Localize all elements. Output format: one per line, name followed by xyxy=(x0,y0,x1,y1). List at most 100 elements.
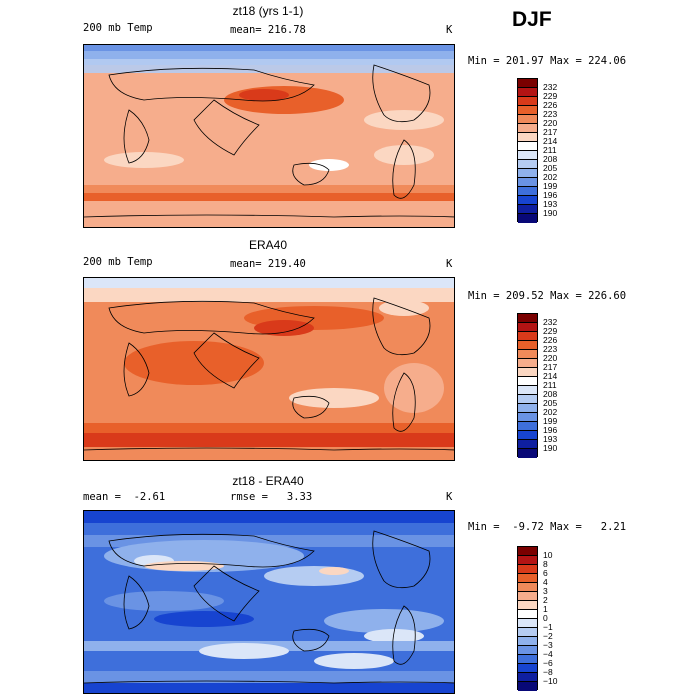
colorbar-swatch xyxy=(518,115,537,124)
colorbar-swatch xyxy=(518,205,537,214)
colorbar-swatch xyxy=(518,673,537,682)
colorbar-swatch xyxy=(518,646,537,655)
colorbar-tick-label: −8 xyxy=(543,667,553,677)
colorbar-tick-label: 2 xyxy=(543,595,548,605)
colorbar-tick-label: 4 xyxy=(543,577,548,587)
colorbar-tick-label: 205 xyxy=(543,163,558,173)
colorbar-tick-label: 3 xyxy=(543,586,548,596)
colorbar-swatch xyxy=(518,178,537,187)
panel-1-units: K xyxy=(446,24,453,36)
colorbar-swatch xyxy=(518,88,537,97)
colorbar-swatch xyxy=(518,431,537,440)
colorbar-swatch xyxy=(518,664,537,673)
colorbar-tick-label: 217 xyxy=(543,127,558,137)
colorbar-swatch xyxy=(518,97,537,106)
colorbar-tick-label: 193 xyxy=(543,199,558,209)
panel-2-minmax: Min = 209.52 Max = 226.60 xyxy=(468,290,627,302)
colorbar-swatch xyxy=(518,151,537,160)
colorbar-tick-label: 199 xyxy=(543,181,558,191)
colorbar-tick-label: 196 xyxy=(543,425,558,435)
colorbar-swatch xyxy=(518,124,537,133)
colorbar-tick-label: −2 xyxy=(543,631,553,641)
colorbar-swatch xyxy=(518,637,537,646)
colorbar-swatch xyxy=(518,79,537,88)
colorbar-swatch xyxy=(518,214,537,223)
colorbar-swatch xyxy=(518,377,537,386)
colorbar-swatch xyxy=(518,314,537,323)
colorbar-tick-label: 202 xyxy=(543,407,558,417)
colorbar-swatch xyxy=(518,583,537,592)
colorbar-tick-label: 205 xyxy=(543,398,558,408)
colorbar-tick-label: 220 xyxy=(543,353,558,363)
colorbar-swatch xyxy=(518,628,537,637)
colorbar-tick-label: 229 xyxy=(543,91,558,101)
colorbar-tick-label: 190 xyxy=(543,443,558,453)
panel-1-left-label: 200 mb Temp xyxy=(83,22,153,34)
colorbar-tick-label: 211 xyxy=(543,380,557,390)
panel-3-mean-label: mean = -2.61 xyxy=(83,491,166,503)
panel-2-map xyxy=(83,277,455,461)
colorbar-tick-label: 220 xyxy=(543,118,558,128)
colorbar-swatch xyxy=(518,106,537,115)
colorbar-swatch xyxy=(518,169,537,178)
colorbar-swatch xyxy=(518,341,537,350)
colorbar-swatch xyxy=(518,619,537,628)
colorbar-swatch xyxy=(518,133,537,142)
panel-1-mean-label: mean= 216.78 xyxy=(230,24,306,36)
colorbar-tick-label: 193 xyxy=(543,434,558,444)
colorbar-swatch xyxy=(518,395,537,404)
colorbar-swatch xyxy=(518,655,537,664)
colorbar-swatch xyxy=(518,386,537,395)
panel-1-colorbar xyxy=(517,78,538,223)
colorbar-tick-label: 217 xyxy=(543,362,558,372)
colorbar-tick-label: 10 xyxy=(543,550,553,560)
colorbar-tick-label: 229 xyxy=(543,326,558,336)
panel-2-title: ERA40 xyxy=(248,238,288,252)
colorbar-tick-label: 211 xyxy=(543,145,557,155)
colorbar-tick-label: −6 xyxy=(543,658,553,668)
panel-2-mean-label: mean= 219.40 xyxy=(230,258,306,270)
colorbar-swatch xyxy=(518,547,537,556)
colorbar-swatch xyxy=(518,160,537,169)
panel-3-colorbar xyxy=(517,546,538,691)
colorbar-tick-label: 6 xyxy=(543,568,548,578)
panel-3-minmax: Min = -9.72 Max = 2.21 xyxy=(468,521,627,533)
colorbar-swatch xyxy=(518,187,537,196)
season-label: DJF xyxy=(512,8,552,31)
panel-1-title: zt18 (yrs 1-1) xyxy=(232,4,304,18)
panel-1-map xyxy=(83,44,455,228)
colorbar-swatch xyxy=(518,592,537,601)
colorbar-swatch xyxy=(518,601,537,610)
colorbar-tick-label: 223 xyxy=(543,344,558,354)
colorbar-tick-label: 0 xyxy=(543,613,548,623)
panel-3-title: zt18 - ERA40 xyxy=(232,474,304,488)
colorbar-swatch xyxy=(518,142,537,151)
colorbar-tick-label: 226 xyxy=(543,100,558,110)
colorbar-tick-label: 208 xyxy=(543,154,558,164)
colorbar-swatch xyxy=(518,682,537,691)
panel-2-colorbar xyxy=(517,313,538,458)
panel-2-left-label: 200 mb Temp xyxy=(83,256,153,268)
colorbar-tick-label: −3 xyxy=(543,640,553,650)
colorbar-tick-label: 208 xyxy=(543,389,558,399)
colorbar-swatch xyxy=(518,404,537,413)
colorbar-swatch xyxy=(518,196,537,205)
panel-3-map xyxy=(83,510,455,694)
colorbar-swatch xyxy=(518,359,537,368)
colorbar-swatch xyxy=(518,556,537,565)
panel-2-units: K xyxy=(446,258,453,270)
colorbar-swatch xyxy=(518,350,537,359)
colorbar-tick-label: −1 xyxy=(543,622,553,632)
colorbar-tick-label: 232 xyxy=(543,82,558,92)
colorbar-tick-label: 232 xyxy=(543,317,558,327)
colorbar-tick-label: 8 xyxy=(543,559,548,569)
colorbar-tick-label: 214 xyxy=(543,136,558,146)
panel-1-minmax: Min = 201.97 Max = 224.06 xyxy=(468,55,627,67)
colorbar-swatch xyxy=(518,368,537,377)
colorbar-swatch xyxy=(518,323,537,332)
colorbar-swatch xyxy=(518,610,537,619)
colorbar-tick-label: −4 xyxy=(543,649,553,659)
colorbar-tick-label: 1 xyxy=(543,604,548,614)
colorbar-swatch xyxy=(518,332,537,341)
colorbar-tick-label: 190 xyxy=(543,208,558,218)
